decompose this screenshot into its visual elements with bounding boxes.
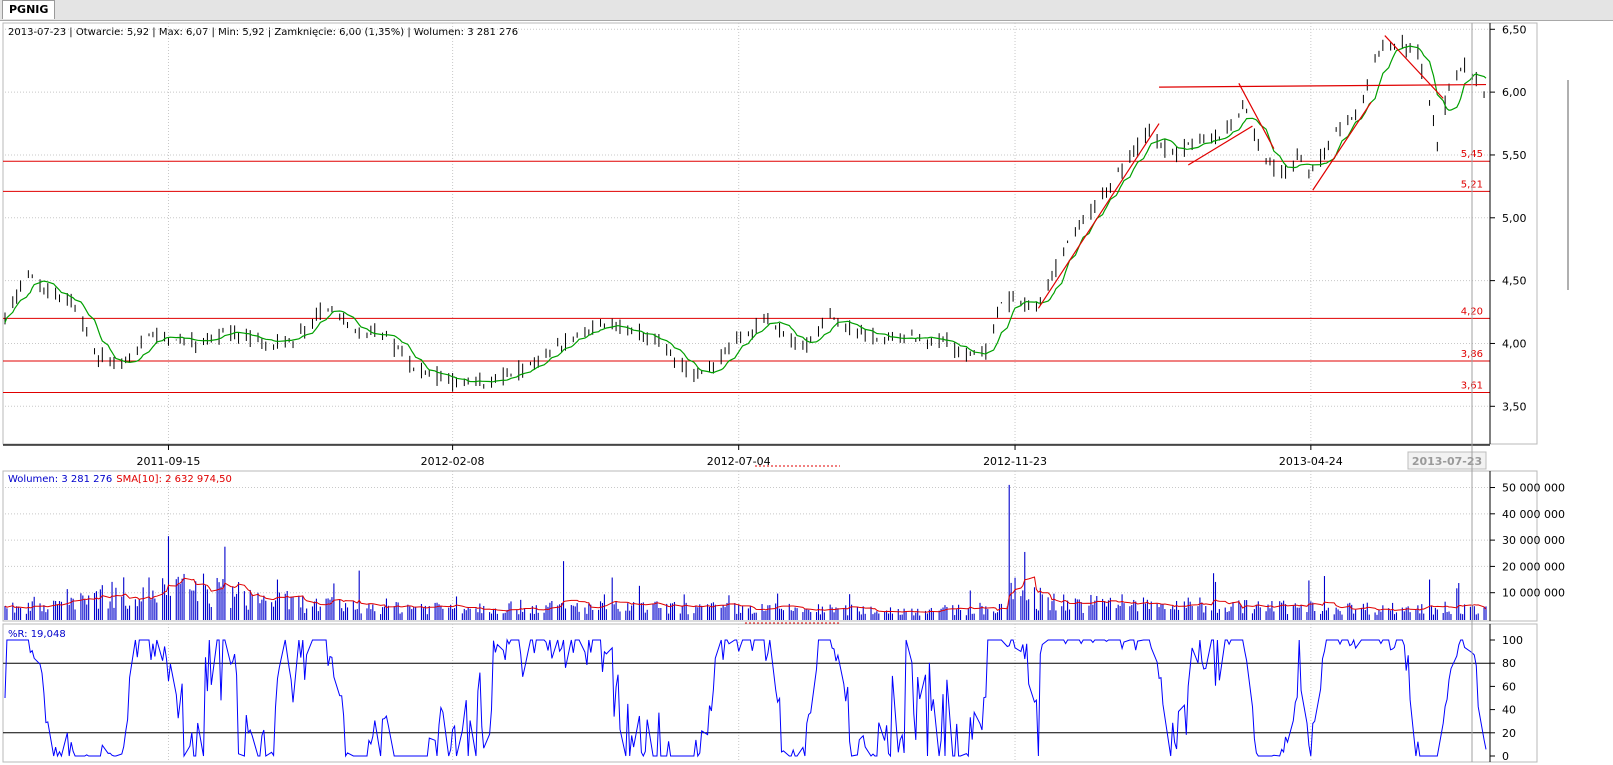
williams-r-y-axis: 0 20 40 60 80 100 — [1490, 634, 1523, 763]
price-y-tick-label: 3,50 — [1502, 400, 1527, 413]
info-date: 2013-07-23 — [8, 27, 66, 38]
support-resistance-levels: 5,455,214,203,863,61 — [3, 149, 1490, 393]
stock-chart[interactable]: 2013-07-23 | Otwarcie: 5,92 | Max: 6,07 … — [0, 20, 1613, 765]
trendline — [1187, 125, 1253, 166]
price-bars — [4, 34, 1485, 392]
volume-y-tick-label: 20 000 000 — [1502, 560, 1565, 573]
price-y-axis: 3,50 4,00 4,50 5,00 5,50 6,00 6,50 — [1490, 23, 1527, 413]
price-moving-average-line — [4, 45, 1487, 383]
price-grid — [5, 23, 1490, 444]
price-y-tick-label: 4,50 — [1502, 275, 1527, 288]
cursor-date-box: 2013-07-23 — [1407, 451, 1487, 470]
info-max: Max: 6,07 — [159, 27, 209, 38]
volume-bars — [4, 484, 1487, 620]
volume-legend-value: Wolumen: 3 281 276 — [8, 474, 112, 485]
williams-r-legend: %R: 19,048 — [8, 629, 66, 640]
williams-r-y-tick-label: 100 — [1502, 634, 1523, 647]
trendline — [1037, 123, 1160, 309]
volume-panel-frame — [2, 470, 1538, 622]
date-tick-label: 2013-04-24 — [1279, 455, 1343, 468]
date-tick-label: 2011-09-15 — [137, 455, 201, 468]
trendlines — [1037, 35, 1487, 309]
price-y-tick-label: 5,00 — [1502, 212, 1527, 225]
volume-y-tick-label: 40 000 000 — [1502, 508, 1565, 521]
volume-y-tick-label: 10 000 000 — [1502, 587, 1565, 600]
price-y-tick-label: 6,50 — [1502, 23, 1527, 36]
williams-r-y-tick-label: 40 — [1502, 704, 1516, 717]
trendline — [1312, 101, 1372, 191]
williams-r-y-tick-label: 60 — [1502, 680, 1516, 693]
volume-panel: Wolumen: 3 281 276 SMA[10]: 2 632 974,50 … — [2, 470, 1565, 624]
info-sep-1: | — [66, 27, 76, 38]
info-close: Zamknięcie: 6,00 (1,35%) — [274, 27, 404, 38]
symbol-tab-bar: PGNIG — [0, 0, 1613, 21]
williams-r-line — [4, 638, 1487, 758]
ohlc-info-line: 2013-07-23 | Otwarcie: 5,92 | Max: 6,07 … — [8, 27, 518, 38]
info-open: Otwarcie: 5,92 — [76, 27, 149, 38]
price-panel-frame — [2, 22, 1538, 445]
info-sep-4: | — [265, 27, 275, 38]
williams-r-y-tick-label: 0 — [1502, 750, 1509, 763]
trendline — [1159, 83, 1487, 88]
info-min: Min: 5,92 — [218, 27, 265, 38]
volume-y-axis: 10 000 000 20 000 000 30 000 000 40 000 000… — [1490, 482, 1565, 600]
cursor-date-label: 2013-07-23 — [1412, 455, 1482, 468]
symbol-tab[interactable]: PGNIG — [2, 0, 56, 19]
trendline — [1238, 83, 1275, 149]
info-sep-2: | — [149, 27, 159, 38]
trendline — [1384, 35, 1444, 99]
date-tick-label: 2012-07-04 — [707, 455, 771, 468]
williams-r-y-tick-label: 20 — [1502, 727, 1516, 740]
price-panel: 2013-07-23 | Otwarcie: 5,92 | Max: 6,07 … — [2, 22, 1538, 445]
price-y-tick-label: 6,00 — [1502, 86, 1527, 99]
cursor-date-frame — [1407, 451, 1487, 470]
volume-sma-line — [4, 576, 1487, 613]
volume-y-tick-label: 50 000 000 — [1502, 482, 1565, 495]
volume-sma-legend: SMA[10]: 2 632 974,50 — [116, 474, 232, 485]
volume-legend: Wolumen: 3 281 276 SMA[10]: 2 632 974,50 — [8, 474, 232, 485]
volume-y-tick-label: 30 000 000 — [1502, 534, 1565, 547]
info-volume: Wolumen: 3 281 276 — [414, 27, 518, 38]
williams-r-panel-frame — [2, 623, 1538, 763]
price-y-tick-label: 4,00 — [1502, 337, 1527, 350]
date-tick-label: 2012-02-08 — [421, 455, 485, 468]
williams-r-y-tick-label: 80 — [1502, 657, 1516, 670]
date-axis: 2011-09-15 2012-02-08 2012-07-04 2012-11-23… — [3, 444, 1490, 470]
info-sep-5: | — [404, 27, 414, 38]
date-tick-labels: 2011-09-15 2012-02-08 2012-07-04 2012-11-23… — [137, 445, 1343, 468]
date-tick-label: 2012-11-23 — [983, 455, 1047, 468]
williams-r-panel: %R: 19,048 0 20 40 60 80 100 — [2, 623, 1538, 763]
price-y-tick-label: 5,50 — [1502, 149, 1527, 162]
volume-grid — [5, 471, 1490, 621]
info-sep-3: | — [208, 27, 218, 38]
